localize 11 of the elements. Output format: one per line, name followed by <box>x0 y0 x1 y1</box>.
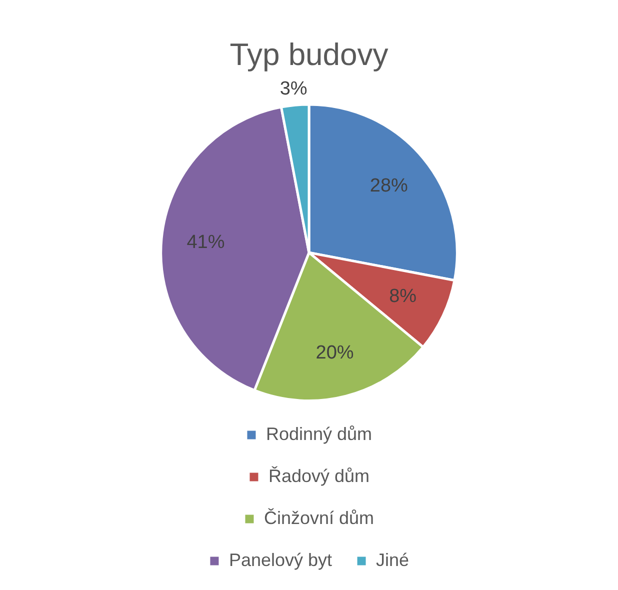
legend-label: Panelový byt <box>228 550 332 570</box>
data-label: 41% <box>186 232 225 254</box>
legend-label: Jiné <box>376 550 410 570</box>
legend-label: Rodinný dům <box>266 424 372 444</box>
legend-label: Řadový dům <box>268 466 370 486</box>
data-label: 20% <box>316 342 354 364</box>
data-label: 8% <box>389 286 417 307</box>
chart-title: Typ budovy <box>230 37 389 72</box>
data-label: 3% <box>280 78 308 100</box>
data-label: 28% <box>370 176 408 197</box>
legend-label: Činžovní dům <box>264 508 374 528</box>
